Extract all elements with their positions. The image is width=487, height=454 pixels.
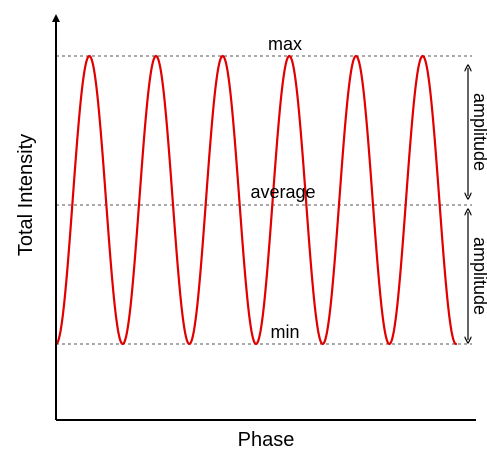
amplitude-upper-text: amplitude — [470, 93, 487, 171]
max-label: max — [268, 34, 302, 54]
average-label: average — [250, 182, 315, 202]
y-axis-label: Total Intensity — [15, 134, 37, 256]
amplitude-annotation-lower: amplitude — [468, 212, 487, 340]
amplitude-annotation-upper: amplitude — [468, 68, 487, 196]
x-axis-label: Phase — [238, 429, 295, 451]
amplitude-lower-text: amplitude — [470, 237, 487, 315]
intensity-wave-line — [54, 54, 458, 346]
min-label: min — [270, 322, 299, 342]
